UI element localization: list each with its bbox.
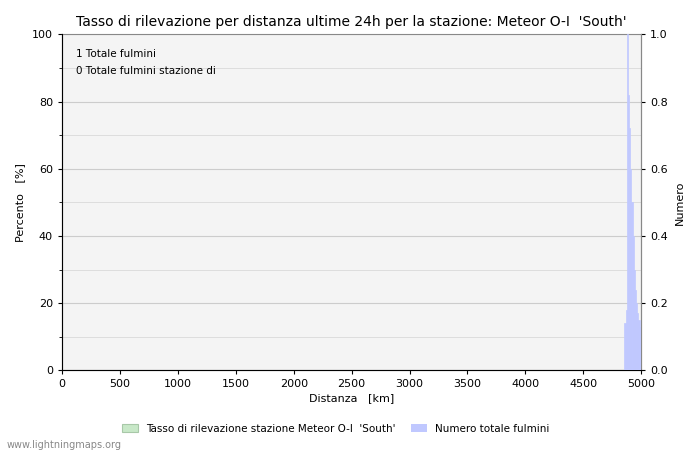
Title: Tasso di rilevazione per distanza ultime 24h per la stazione: Meteor O-I  'South: Tasso di rilevazione per distanza ultime…: [76, 15, 627, 29]
Bar: [630, 169, 631, 370]
Bar: [635, 290, 636, 370]
Legend: Tasso di rilevazione stazione Meteor O-I  'South', Numero totale fulmini: Tasso di rilevazione stazione Meteor O-I…: [118, 420, 554, 438]
Bar: [631, 202, 633, 370]
Bar: [640, 337, 642, 370]
Y-axis label: Numero: Numero: [675, 180, 685, 225]
Bar: [628, 95, 629, 370]
Bar: [640, 327, 641, 370]
Bar: [633, 236, 634, 370]
Bar: [626, 310, 627, 370]
Bar: [624, 323, 626, 370]
Bar: [637, 313, 638, 370]
Bar: [638, 320, 640, 370]
Text: www.lightningmaps.org: www.lightningmaps.org: [7, 440, 122, 450]
X-axis label: Distanza   [km]: Distanza [km]: [309, 393, 394, 404]
Bar: [629, 128, 630, 370]
Bar: [634, 270, 635, 370]
Y-axis label: Percento   [%]: Percento [%]: [15, 163, 25, 242]
Text: 1 Totale fulmini: 1 Totale fulmini: [76, 50, 157, 59]
Text: 0 Totale fulmini stazione di: 0 Totale fulmini stazione di: [76, 66, 216, 76]
Bar: [626, 34, 628, 370]
Bar: [636, 303, 637, 370]
